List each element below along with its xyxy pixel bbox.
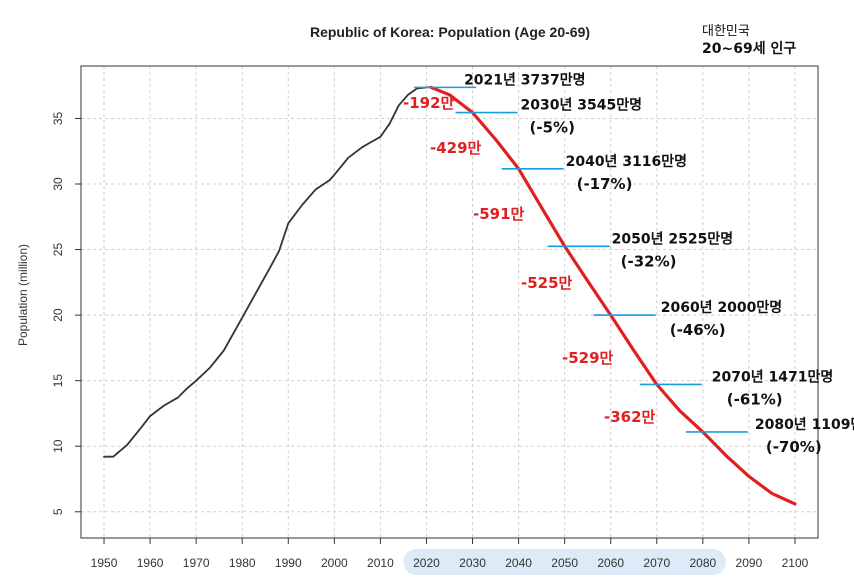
decline-label: -429만 [430,139,482,157]
x-axis: 1950 1960 1970 1980 1990 2000 2010 2020 2030 2040… [91,538,809,570]
decline-label: -529만 [562,349,614,367]
decline-labels: -192만 -429만 -591만 -525만 -529만 -362만 [403,94,656,426]
projection-line [429,85,797,506]
x-tick-label: 1970 [183,556,210,570]
annotation-percent: (-5%) [530,119,575,137]
x-tick-label: 1980 [229,556,256,570]
x-tick-label: 1950 [91,556,118,570]
y-axis-label: Population (million) [16,244,30,346]
annotation-label: 2030년 3545만명 [521,97,642,114]
plot-border [80,65,819,539]
annotation-label: 2060년 2000만명 [661,299,782,316]
annotations: 2021년 3737만명 2030년 3545만명 (-5%) 2040년 3116만… [414,71,854,456]
x-tick-label: 2040 [505,556,532,570]
annotation-percent: (-17%) [577,175,633,193]
annotation-percent: (-70%) [766,438,822,456]
y-tick-label: 25 [51,243,65,257]
y-tick-label: 30 [51,177,65,191]
decline-label: -192만 [403,94,455,112]
x-tick-label: 2100 [782,556,809,570]
annotation-label: 2050년 2525만명 [612,230,733,247]
x-tick-label: 2010 [367,556,394,570]
korean-title-line2: 20~69세 인구 [702,40,796,57]
annotation-percent: (-46%) [670,321,726,339]
y-tick-label: 20 [51,308,65,322]
annotation-percent: (-61%) [727,390,783,408]
y-tick-label: 15 [51,374,65,388]
x-tick-label: 2080 [689,556,716,570]
x-tick-label: 2030 [459,556,486,570]
x-tick-label: 1990 [275,556,302,570]
highlight-region [403,549,726,575]
grid-lines [81,66,818,538]
annotation-percent: (-32%) [621,252,677,270]
y-tick-label: 35 [51,111,65,125]
annotation-label: 2021년 3737만명 [464,71,585,88]
x-tick-label: 2060 [597,556,624,570]
annotation-label: 2080년 1109만명 [755,416,854,433]
chart-title: Republic of Korea: Population (Age 20-69… [310,24,590,40]
highlight-band [403,549,726,575]
plot-frame [80,65,819,539]
historical-line [103,86,433,458]
decline-label: -525만 [521,274,573,292]
annotation-label: 2070년 1471만명 [712,368,833,385]
x-tick-label: 2090 [736,556,763,570]
y-axis: 5 10 15 20 25 30 35 [51,111,81,515]
x-tick-label: 2070 [643,556,670,570]
annotation-label: 2040년 3116만명 [566,153,687,170]
y-tick-label: 10 [51,439,65,453]
decline-label: -362만 [604,408,656,426]
decline-label: -591만 [473,205,525,223]
x-tick-label: 2000 [321,556,348,570]
korean-title-line1: 대한민국 [702,24,750,39]
x-tick-label: 2050 [551,556,578,570]
x-tick-label: 1960 [137,556,164,570]
y-tick-label: 5 [51,508,65,515]
x-tick-label: 2020 [413,556,440,570]
